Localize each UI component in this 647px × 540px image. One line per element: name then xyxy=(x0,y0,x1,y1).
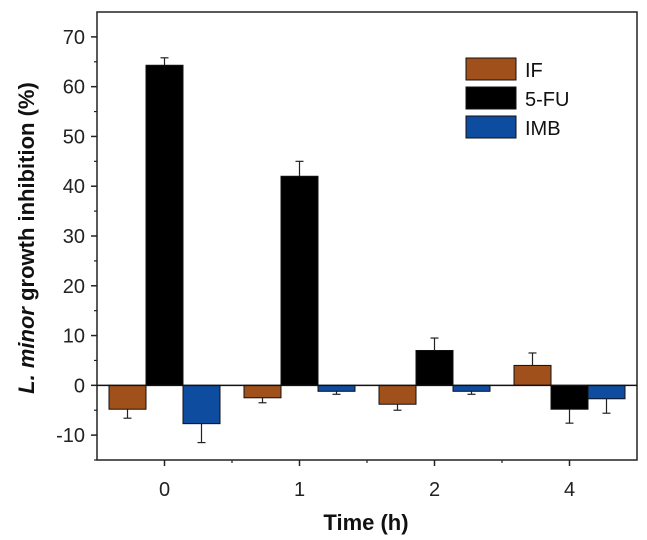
x-tick-label: 4 xyxy=(564,479,575,501)
y-axis-label-rest: growth inhibition (%) xyxy=(14,82,39,307)
bar-imb xyxy=(587,384,626,400)
bar-5-fu xyxy=(145,64,184,386)
bar-if xyxy=(243,384,282,399)
y-axis-ticks: -10 0 10 20 30 40 50 60 70 xyxy=(56,27,97,461)
bar-imb xyxy=(452,384,491,392)
bar-imb xyxy=(317,384,356,392)
bar-imb xyxy=(182,384,221,425)
y-tick-label: 50 xyxy=(63,126,85,148)
legend: IF 5-FU IMB xyxy=(465,57,569,140)
legend-swatch-5-fu xyxy=(465,86,517,110)
error-bar-layer xyxy=(123,57,611,444)
y-tick-label: 70 xyxy=(63,27,85,49)
bar-if xyxy=(513,364,552,386)
legend-swatch-imb xyxy=(465,115,517,139)
bar-if xyxy=(108,384,147,410)
bar-if xyxy=(378,384,417,405)
legend-label-imb: IMB xyxy=(525,118,561,140)
legend-swatch-if xyxy=(465,57,517,81)
x-tick-label: 1 xyxy=(294,479,305,501)
x-axis-ticks: 0 1 2 4 xyxy=(159,460,575,501)
bar-5-fu xyxy=(415,349,454,386)
bar-layer xyxy=(108,64,626,425)
y-tick-label: 0 xyxy=(74,375,85,397)
x-axis-label: Time (h) xyxy=(323,510,408,535)
x-tick-label: 0 xyxy=(159,479,170,501)
y-tick-label: 30 xyxy=(63,226,85,248)
y-tick-label: 40 xyxy=(63,176,85,198)
y-tick-label: -10 xyxy=(56,425,85,447)
legend-label-if: IF xyxy=(525,60,543,82)
x-tick-label: 2 xyxy=(429,479,440,501)
legend-label-5-fu: 5-FU xyxy=(525,89,569,111)
bar-5-fu xyxy=(280,175,319,386)
y-tick-label: 20 xyxy=(63,276,85,298)
bar-5-fu xyxy=(550,384,589,410)
y-axis-label: L. minor growth inhibition (%) xyxy=(14,82,39,394)
y-axis-label-italic: L. minor xyxy=(14,306,39,394)
y-tick-label: 60 xyxy=(63,77,85,99)
y-tick-label: 10 xyxy=(63,326,85,348)
